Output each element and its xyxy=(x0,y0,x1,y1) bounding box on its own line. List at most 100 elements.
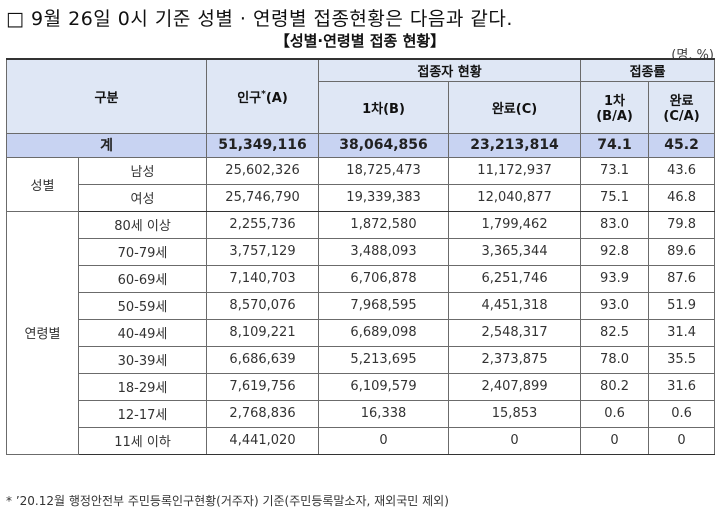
cell-rate-completed: 0.6 xyxy=(648,399,716,428)
header-rate-completed: 완료 (C/A) xyxy=(648,80,716,134)
cell-rate-first: 93.9 xyxy=(580,264,650,293)
total-rate-first: 74.1 xyxy=(580,132,650,158)
table-row: 70-79세 3,757,129 3,488,093 3,365,344 92.… xyxy=(7,237,716,266)
cell-completed: 3,365,344 xyxy=(448,237,582,266)
cell-population: 7,619,756 xyxy=(206,372,320,401)
total-population: 51,349,116 xyxy=(206,132,320,158)
cell-rate-completed: 43.6 xyxy=(648,156,716,185)
cell-first: 18,725,473 xyxy=(318,156,450,185)
cell-first: 1,872,580 xyxy=(318,210,450,239)
cell-rate-first: 92.8 xyxy=(580,237,650,266)
cell-completed: 6,251,746 xyxy=(448,264,582,293)
header-rate: 접종률 xyxy=(580,58,716,82)
row-label: 남성 xyxy=(77,156,208,185)
cell-population: 7,140,703 xyxy=(206,264,320,293)
cell-first: 3,488,093 xyxy=(318,237,450,266)
cell-first: 6,689,098 xyxy=(318,318,450,347)
header-population: 인구*(A) xyxy=(206,58,320,134)
cell-rate-first: 0 xyxy=(580,426,650,455)
row-label: 11세 이하 xyxy=(77,426,208,455)
cell-population: 8,109,221 xyxy=(206,318,320,347)
cell-completed: 1,799,462 xyxy=(448,210,582,239)
header-vaccination-status: 접종자 현황 xyxy=(318,58,582,82)
row-label: 18-29세 xyxy=(77,372,208,401)
total-first: 38,064,856 xyxy=(318,132,450,158)
cell-rate-first: 73.1 xyxy=(580,156,650,185)
table-row: 여성 25,746,790 19,339,383 12,040,877 75.1… xyxy=(7,183,716,212)
cell-population: 2,768,836 xyxy=(206,399,320,428)
cell-rate-first: 0.6 xyxy=(580,399,650,428)
cell-completed: 2,407,899 xyxy=(448,372,582,401)
cell-completed: 2,548,317 xyxy=(448,318,582,347)
cell-first: 6,109,579 xyxy=(318,372,450,401)
cell-first: 0 xyxy=(318,426,450,455)
cell-population: 3,757,129 xyxy=(206,237,320,266)
cell-completed: 11,172,937 xyxy=(448,156,582,185)
checkbox-square-icon: □ xyxy=(6,8,25,30)
cell-rate-completed: 31.6 xyxy=(648,372,716,401)
cell-population: 25,602,326 xyxy=(206,156,320,185)
cell-population: 25,746,790 xyxy=(206,183,320,212)
cell-completed: 2,373,875 xyxy=(448,345,582,374)
table-row: 연령별 80세 이상 2,255,736 1,872,580 1,799,462… xyxy=(6,210,716,455)
header-first-dose: 1차(B) xyxy=(318,80,450,134)
cell-rate-first: 93.0 xyxy=(580,291,650,320)
cell-first: 16,338 xyxy=(318,399,450,428)
header-completed: 완료(C) xyxy=(448,80,582,134)
cell-rate-first: 78.0 xyxy=(580,345,650,374)
table-row: 18-29세 7,619,756 6,109,579 2,407,899 80.… xyxy=(7,372,716,401)
cell-rate-completed: 46.8 xyxy=(648,183,716,212)
row-label: 60-69세 xyxy=(77,264,208,293)
row-label: 50-59세 xyxy=(77,291,208,320)
title-text: 9월 26일 0시 기준 성별 · 연령별 접종현황은 다음과 같다. xyxy=(31,8,513,30)
cell-rate-completed: 79.8 xyxy=(648,210,716,239)
vaccination-table: 구분 인구*(A) 접종자 현황 접종률 1차(B) 완료(C) 1차 (B/A)… xyxy=(5,58,716,455)
cell-rate-completed: 0 xyxy=(648,426,716,455)
total-completed: 23,213,814 xyxy=(448,132,582,158)
table-row: 30-39세 6,686,639 5,213,695 2,373,875 78.… xyxy=(7,345,716,374)
table-row: 40-49세 8,109,221 6,689,098 2,548,317 82.… xyxy=(7,318,716,347)
cell-first: 7,968,595 xyxy=(318,291,450,320)
table-row: 성별 남성 25,602,326 18,725,473 11,172,937 7… xyxy=(6,156,716,212)
cell-population: 4,441,020 xyxy=(206,426,320,455)
table-row: 12-17세 2,768,836 16,338 15,853 0.6 0.6 xyxy=(7,399,716,428)
cell-population: 8,570,076 xyxy=(206,291,320,320)
header-rate-first: 1차 (B/A) xyxy=(580,80,650,134)
cell-first: 5,213,695 xyxy=(318,345,450,374)
row-label: 여성 xyxy=(77,183,208,212)
cell-rate-first: 82.5 xyxy=(580,318,650,347)
cell-first: 19,339,383 xyxy=(318,183,450,212)
table-row: 60-69세 7,140,703 6,706,878 6,251,746 93.… xyxy=(7,264,716,293)
cell-first: 6,706,878 xyxy=(318,264,450,293)
cell-completed: 0 xyxy=(448,426,582,455)
row-label: 80세 이상 xyxy=(77,210,208,239)
cell-completed: 12,040,877 xyxy=(448,183,582,212)
cell-rate-first: 83.0 xyxy=(580,210,650,239)
cell-rate-completed: 35.5 xyxy=(648,345,716,374)
row-label: 12-17세 xyxy=(77,399,208,428)
header-row-top: 구분 인구*(A) 접종자 현황 접종률 xyxy=(5,58,716,134)
row-label: 70-79세 xyxy=(77,237,208,266)
footnote: * ’20.12월 행정안전부 주민등록인구현황(거주자) 기준(주민등록말소자… xyxy=(6,494,449,508)
header-row-sub: 1차(B) 완료(C) 1차 (B/A) 완료 (C/A) xyxy=(7,80,716,134)
cell-rate-completed: 51.9 xyxy=(648,291,716,320)
page-title: □ 9월 26일 0시 기준 성별 · 연령별 접종현황은 다음과 같다. xyxy=(6,4,513,31)
total-label: 계 xyxy=(5,132,208,158)
cell-rate-completed: 31.4 xyxy=(648,318,716,347)
header-group: 구분 xyxy=(5,58,208,134)
cell-rate-first: 75.1 xyxy=(580,183,650,212)
row-label: 40-49세 xyxy=(77,318,208,347)
table-row: 11세 이하 4,441,020 0 0 0 0 xyxy=(7,426,716,455)
row-label: 30-39세 xyxy=(77,345,208,374)
total-row: 계 51,349,116 38,064,856 23,213,814 74.1 … xyxy=(5,132,716,158)
table-row: 50-59세 8,570,076 7,968,595 4,451,318 93.… xyxy=(7,291,716,320)
cell-population: 6,686,639 xyxy=(206,345,320,374)
table-subtitle: 【성별·연령별 접종 현황】 xyxy=(274,32,446,50)
gender-group-label: 성별 xyxy=(6,156,79,212)
age-group-label: 연령별 xyxy=(6,210,79,455)
cell-completed: 15,853 xyxy=(448,399,582,428)
total-rate-completed: 45.2 xyxy=(648,132,716,158)
cell-rate-completed: 87.6 xyxy=(648,264,716,293)
cell-completed: 4,451,318 xyxy=(448,291,582,320)
cell-rate-completed: 89.6 xyxy=(648,237,716,266)
